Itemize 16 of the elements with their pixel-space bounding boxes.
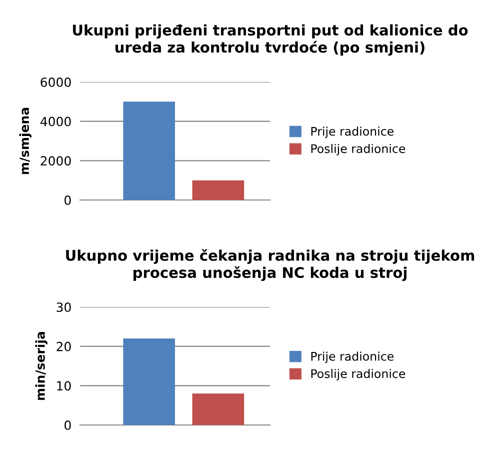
chart-title: Ukupni prijeđeni transportni put od kalionice do ureda za kontrolu tvrdoće (po smjeni) xyxy=(73,24,468,56)
y-tick-label: 30 xyxy=(56,302,71,312)
y-tick-label: 4000 xyxy=(40,116,71,126)
y-tick-label: 0 xyxy=(64,420,71,430)
y-tick-label: 6000 xyxy=(40,77,71,87)
y-axis-title: min/serija xyxy=(35,332,48,400)
y-axis-title: m/smjena xyxy=(19,108,32,174)
y-tick-label: 0 xyxy=(64,195,71,205)
y-tick-label: 20 xyxy=(56,342,71,352)
legend-label: Prije radionice xyxy=(311,126,394,138)
y-tick-label: 2000 xyxy=(40,156,71,166)
y-tick-label: 10 xyxy=(57,381,71,391)
legend-label: Poslije radionice xyxy=(311,144,406,156)
legend-label: Prije radionice xyxy=(311,352,394,364)
chart-title: Ukupno vrijeme čekanja radnika na stroju tijekom procesa unošenja NC koda u stroj xyxy=(66,249,474,281)
legend-label: Poslije radionice xyxy=(311,368,406,380)
